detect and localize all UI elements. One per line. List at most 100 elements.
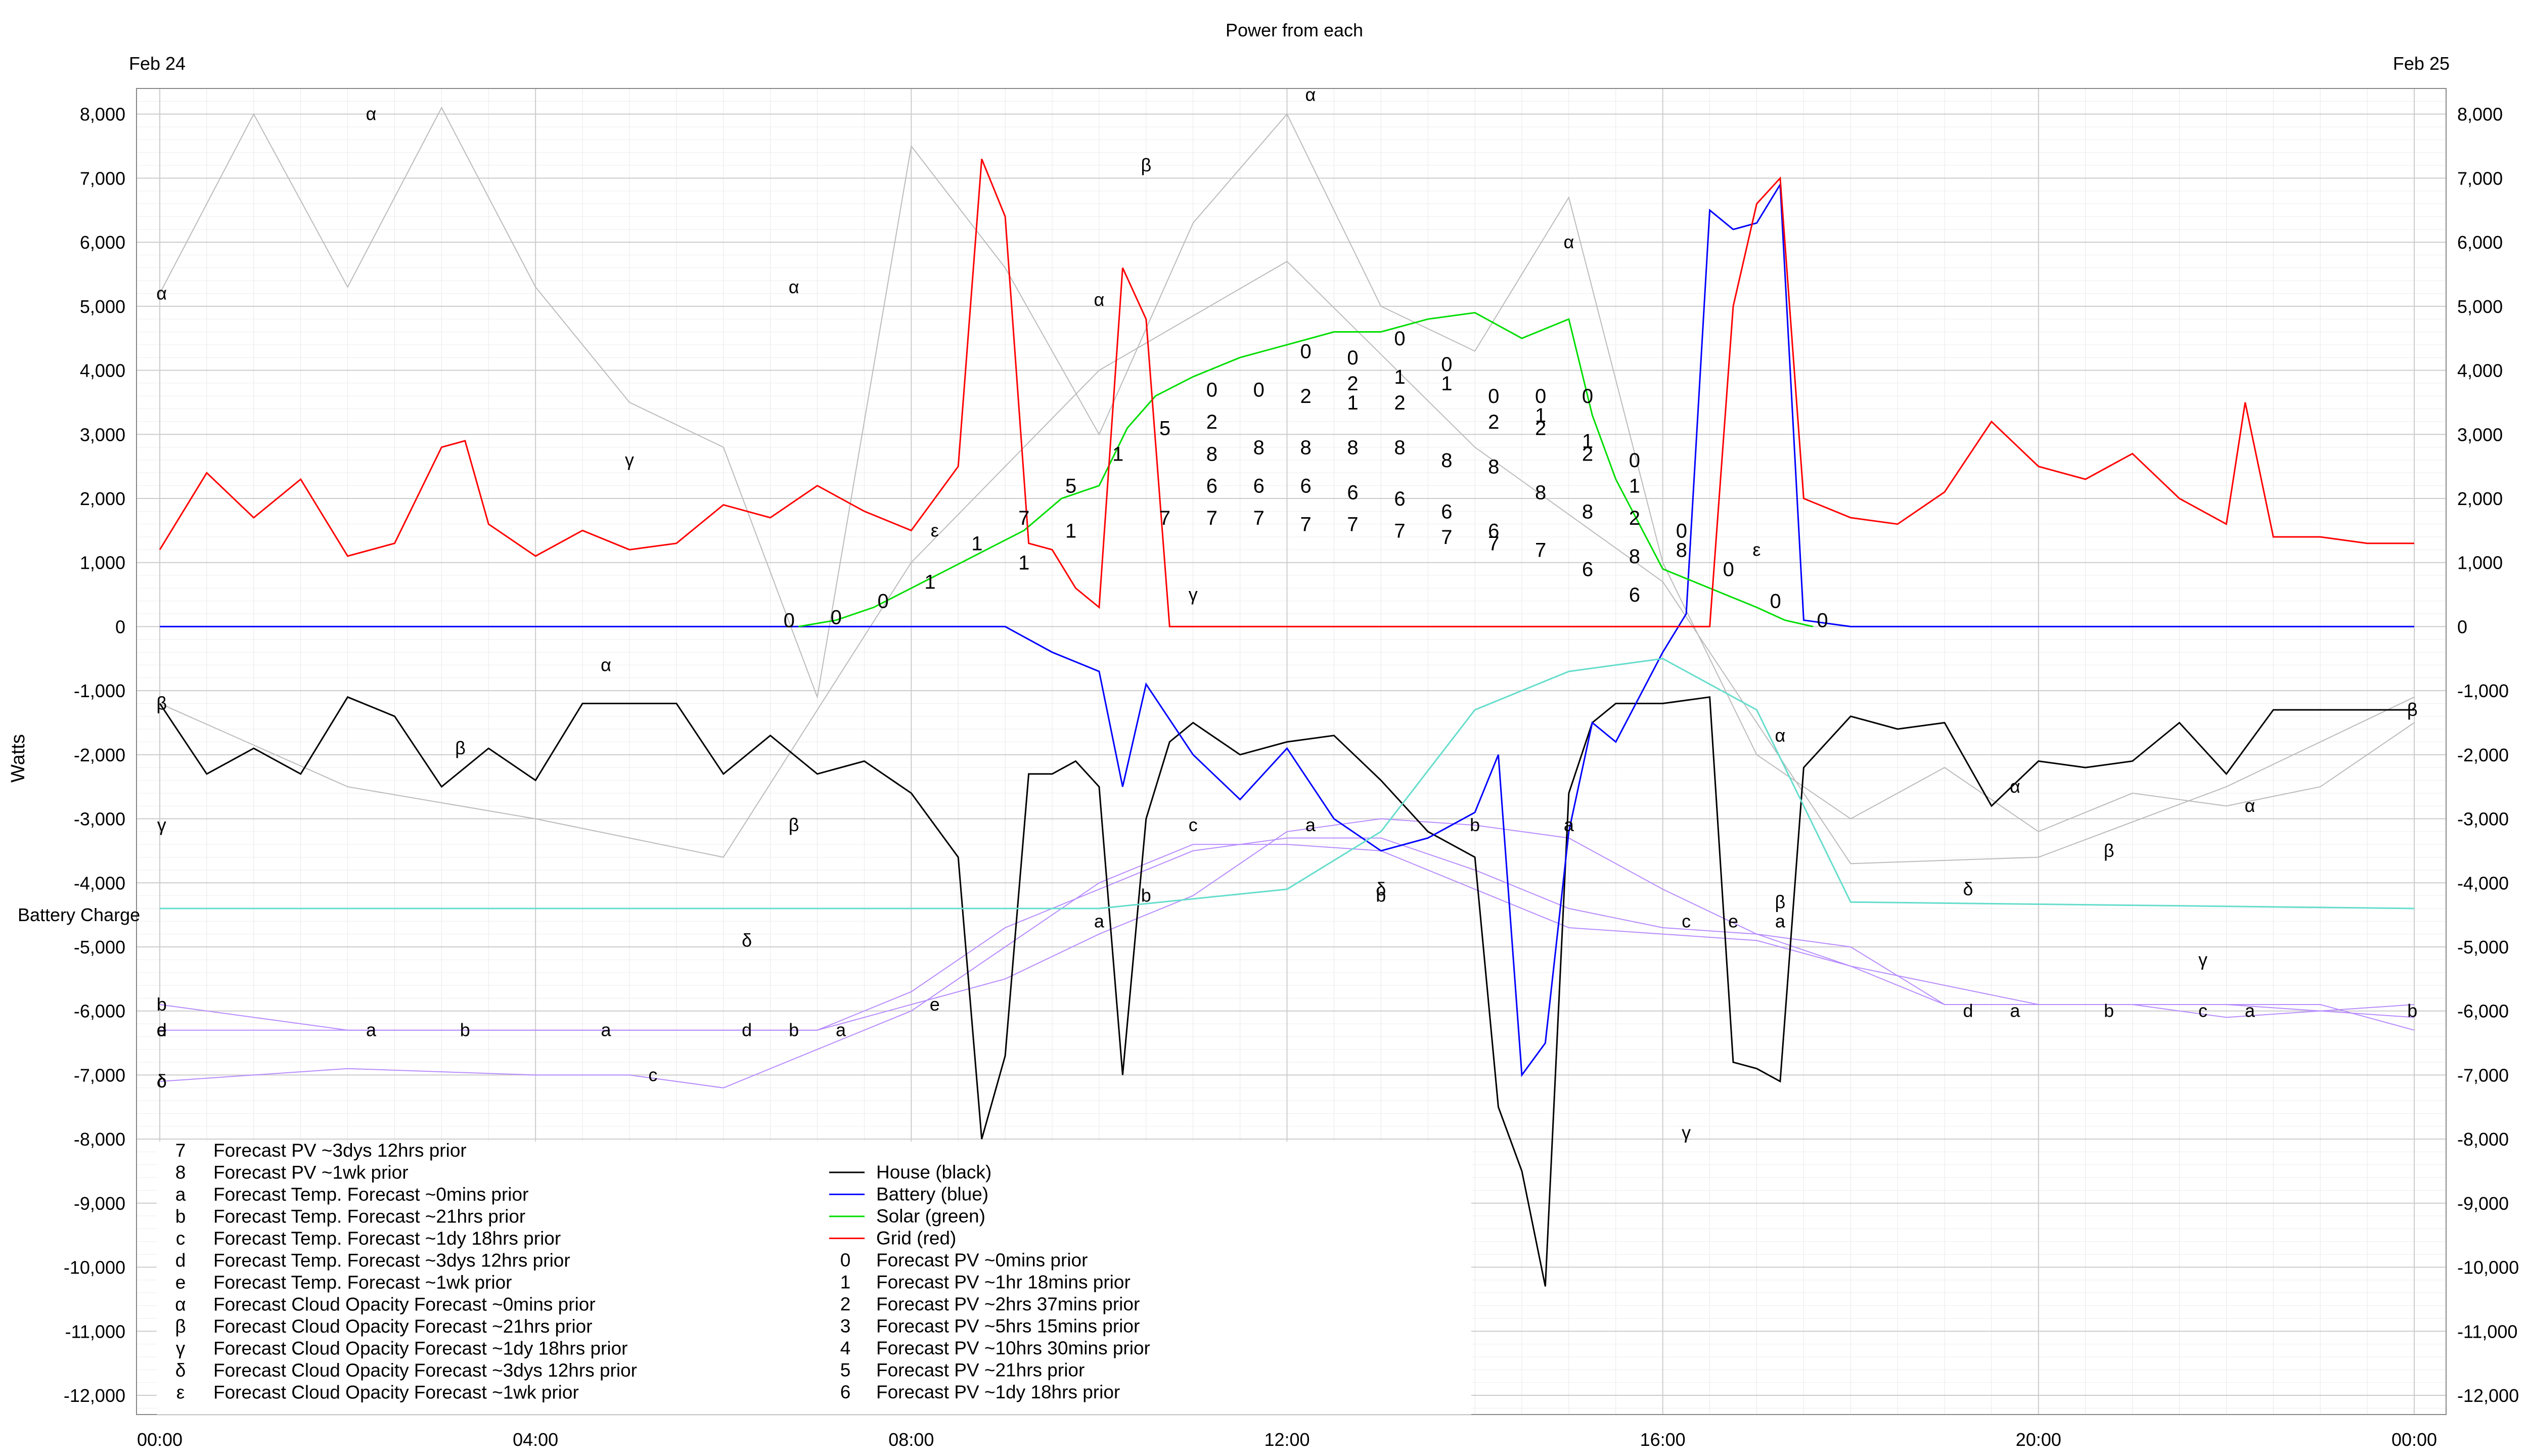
pv-forecast-marker: 2 [1394,392,1405,414]
legend-symbol: 3 [840,1316,851,1337]
y-tick-label-left: -7,000 [74,1065,125,1085]
pv-forecast-marker: 0 [1206,379,1217,401]
pv-forecast-marker: 8 [1441,449,1452,472]
forecast-annotation: a [1775,911,1786,931]
pv-forecast-marker: 7 [1535,539,1546,561]
forecast-annotation: e [157,1020,167,1040]
legend-label: Forecast Cloud Opacity Forecast ~1wk pri… [213,1382,579,1403]
pv-forecast-marker: 6 [1582,558,1593,580]
legend-label: Forecast Temp. Forecast ~21hrs prior [213,1206,525,1227]
forecast-annotation: β [2407,699,2418,720]
forecast-annotation: a [2245,1000,2255,1021]
x-tick-label: 12:00 [1264,1429,1310,1450]
series-line-grid-red [159,158,2414,627]
y-tick-label-right: -3,000 [2457,809,2509,830]
legend-symbol: δ [175,1360,186,1381]
pv-forecast-marker: 1 [1629,475,1640,497]
legend-label: Forecast Temp. Forecast ~1wk prior [213,1272,512,1293]
pv-forecast-marker: 1 [924,571,935,594]
pv-forecast-marker: 2 [1582,443,1593,465]
forecast-layer [159,106,2415,1088]
forecast-annotation: c [1189,814,1198,835]
pv-forecast-marker: 2 [1206,411,1217,433]
pv-forecast-marker: 5 [1159,418,1170,440]
legend-symbol: β [175,1316,186,1337]
forecast-annotation: α [1305,84,1316,105]
chart-title: Power from each [1226,20,1363,40]
pv-forecast-marker: 0 [831,606,842,628]
legend-label: Forecast Temp. Forecast ~3dys 12hrs prio… [213,1250,570,1271]
pv-forecast-marker: 1 [1347,392,1358,414]
y-tick-label-left: 5,000 [80,296,125,317]
y-tick-label-left: 4,000 [80,360,125,381]
legend-label: Forecast PV ~2hrs 37mins prior [876,1294,1140,1314]
legend-label: Forecast PV ~3dys 12hrs prior [213,1140,467,1161]
forecast-annotation: a [1305,814,1316,835]
forecast-annotation: β [1141,155,1151,175]
legend-symbol: α [175,1294,186,1315]
y-tick-label-right: -11,000 [2457,1321,2517,1342]
y-tick-label-left: 0 [115,616,125,637]
pv-forecast-marker: 2 [1300,385,1312,407]
pv-forecast-marker: 7 [1159,507,1170,529]
cloud-forecast-line-1 [159,260,2415,864]
forecast-annotation: α [1563,232,1574,252]
pv-forecast-marker: 2 [1488,411,1499,433]
y-tick-label-right: 2,000 [2457,488,2503,509]
forecast-annotation: α [601,654,611,675]
pv-forecast-marker: 1 [1018,552,1029,574]
y-tick-label-right: 4,000 [2457,360,2503,381]
forecast-annotation: c [2198,1000,2207,1021]
forecast-annotation: β [156,693,167,713]
legend-label: Forecast PV ~5hrs 15mins prior [876,1316,1140,1337]
y-tick-label-right: 5,000 [2457,296,2503,317]
forecast-annotation: a [601,1020,611,1040]
y-tick-label-right: 1,000 [2457,553,2503,573]
pv-forecast-marker: 8 [1535,481,1546,504]
legend-symbol: b [175,1206,186,1227]
legend-label: Forecast Cloud Opacity Forecast ~1dy 18h… [213,1338,628,1359]
forecast-annotation: δ [1963,879,1973,899]
forecast-annotation: a [1094,911,1105,931]
x-tick-label: 16:00 [1640,1429,1686,1450]
y-tick-label-right: 0 [2457,616,2467,637]
forecast-annotation: α [156,283,167,303]
forecast-annotation: b [1470,814,1480,835]
pv-forecast-marker: 6 [1253,475,1265,497]
legend-label: Forecast PV ~1hr 18mins prior [876,1272,1131,1293]
pv-forecast-marker: 0 [1676,520,1687,542]
y-tick-label-left: -1,000 [74,680,125,701]
legend-label: Forecast PV ~21hrs prior [876,1360,1085,1381]
pv-forecast-marker: 0 [1488,385,1499,407]
forecast-annotation: b [1376,885,1386,906]
forecast-annotation: b [157,994,167,1015]
forecast-annotation: d [1963,1000,1973,1021]
pv-forecast-marker: 7 [1441,526,1452,549]
legend-panel [157,1142,1471,1415]
date-start-label: Feb 24 [129,53,186,74]
y-tick-label-right: -4,000 [2457,873,2509,893]
forecast-annotation: ε [1752,539,1760,560]
y-tick-label-right: 3,000 [2457,424,2503,445]
x-tick-label: 04:00 [513,1429,558,1450]
legend-symbol: e [175,1272,186,1293]
battery-charge-label: Battery Charge [18,904,140,925]
pv-forecast-marker: 1 [1394,366,1405,388]
date-end-label: Feb 25 [2393,53,2450,74]
y-tick-label-left: 6,000 [80,232,125,253]
pv-forecast-marker: 2 [1347,373,1358,395]
legend-symbol: 6 [840,1382,851,1402]
legend-symbol: 2 [840,1294,851,1314]
legend-symbol: 8 [175,1162,186,1183]
y-tick-label-right: -6,000 [2457,1001,2509,1022]
legend-symbol: c [176,1228,186,1249]
forecast-annotation: c [648,1064,657,1085]
series-line-house-black [159,696,2414,1287]
legend-label: Forecast Cloud Opacity Forecast ~0mins p… [213,1294,596,1315]
y-tick-label-left: -8,000 [74,1129,125,1150]
forecast-annotation: ε [931,520,939,540]
forecast-annotation: β [1775,891,1786,912]
pv-forecast-marker: 6 [1300,475,1312,497]
forecast-annotation: δ [157,1071,167,1091]
